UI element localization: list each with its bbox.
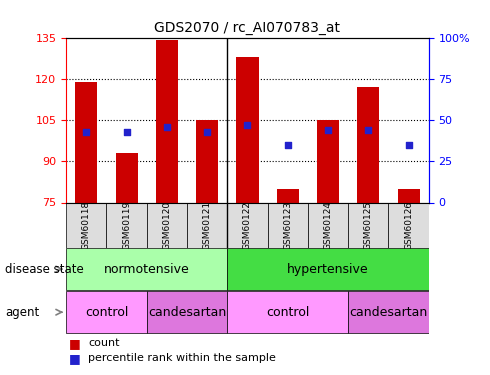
- Bar: [397, 189, 419, 202]
- Text: disease state: disease state: [5, 262, 84, 276]
- Bar: [156, 40, 178, 203]
- Text: GSM60124: GSM60124: [323, 201, 333, 249]
- Text: candesartan: candesartan: [349, 306, 428, 319]
- Bar: [317, 120, 339, 202]
- Text: agent: agent: [5, 306, 39, 319]
- Point: [203, 129, 211, 135]
- Text: GSM60123: GSM60123: [283, 200, 292, 250]
- FancyBboxPatch shape: [66, 202, 106, 248]
- Point: [365, 127, 372, 133]
- Title: GDS2070 / rc_AI070783_at: GDS2070 / rc_AI070783_at: [154, 21, 341, 35]
- FancyBboxPatch shape: [268, 202, 308, 248]
- Point: [163, 124, 171, 130]
- Text: hypertensive: hypertensive: [287, 262, 369, 276]
- FancyBboxPatch shape: [348, 291, 429, 333]
- FancyBboxPatch shape: [348, 202, 389, 248]
- FancyBboxPatch shape: [106, 202, 147, 248]
- Bar: [357, 87, 379, 202]
- Text: count: count: [88, 338, 120, 348]
- Bar: [75, 81, 98, 203]
- FancyBboxPatch shape: [227, 202, 268, 248]
- FancyBboxPatch shape: [147, 291, 227, 333]
- FancyBboxPatch shape: [308, 202, 348, 248]
- Text: GSM60118: GSM60118: [82, 200, 91, 250]
- Text: GSM60121: GSM60121: [203, 200, 212, 250]
- FancyBboxPatch shape: [389, 202, 429, 248]
- FancyBboxPatch shape: [227, 291, 348, 333]
- FancyBboxPatch shape: [187, 202, 227, 248]
- Point: [284, 142, 292, 148]
- Point: [324, 127, 332, 133]
- FancyBboxPatch shape: [66, 291, 147, 333]
- Text: normotensive: normotensive: [104, 262, 190, 276]
- Bar: [236, 57, 259, 202]
- Bar: [116, 153, 138, 203]
- Text: control: control: [85, 306, 128, 319]
- Text: ■: ■: [69, 352, 80, 364]
- Text: GSM60120: GSM60120: [162, 200, 171, 250]
- Text: GSM60122: GSM60122: [243, 201, 252, 249]
- Point: [122, 129, 130, 135]
- Bar: [277, 189, 299, 202]
- Text: ■: ■: [69, 337, 80, 350]
- Bar: [196, 120, 218, 202]
- Text: percentile rank within the sample: percentile rank within the sample: [88, 353, 276, 363]
- Point: [82, 129, 90, 135]
- Point: [405, 142, 413, 148]
- Text: GSM60125: GSM60125: [364, 200, 373, 250]
- Text: GSM60119: GSM60119: [122, 200, 131, 250]
- Text: candesartan: candesartan: [148, 306, 226, 319]
- FancyBboxPatch shape: [147, 202, 187, 248]
- Point: [244, 122, 251, 128]
- FancyBboxPatch shape: [66, 248, 227, 290]
- Text: control: control: [266, 306, 309, 319]
- Text: GSM60126: GSM60126: [404, 200, 413, 250]
- FancyBboxPatch shape: [227, 248, 429, 290]
